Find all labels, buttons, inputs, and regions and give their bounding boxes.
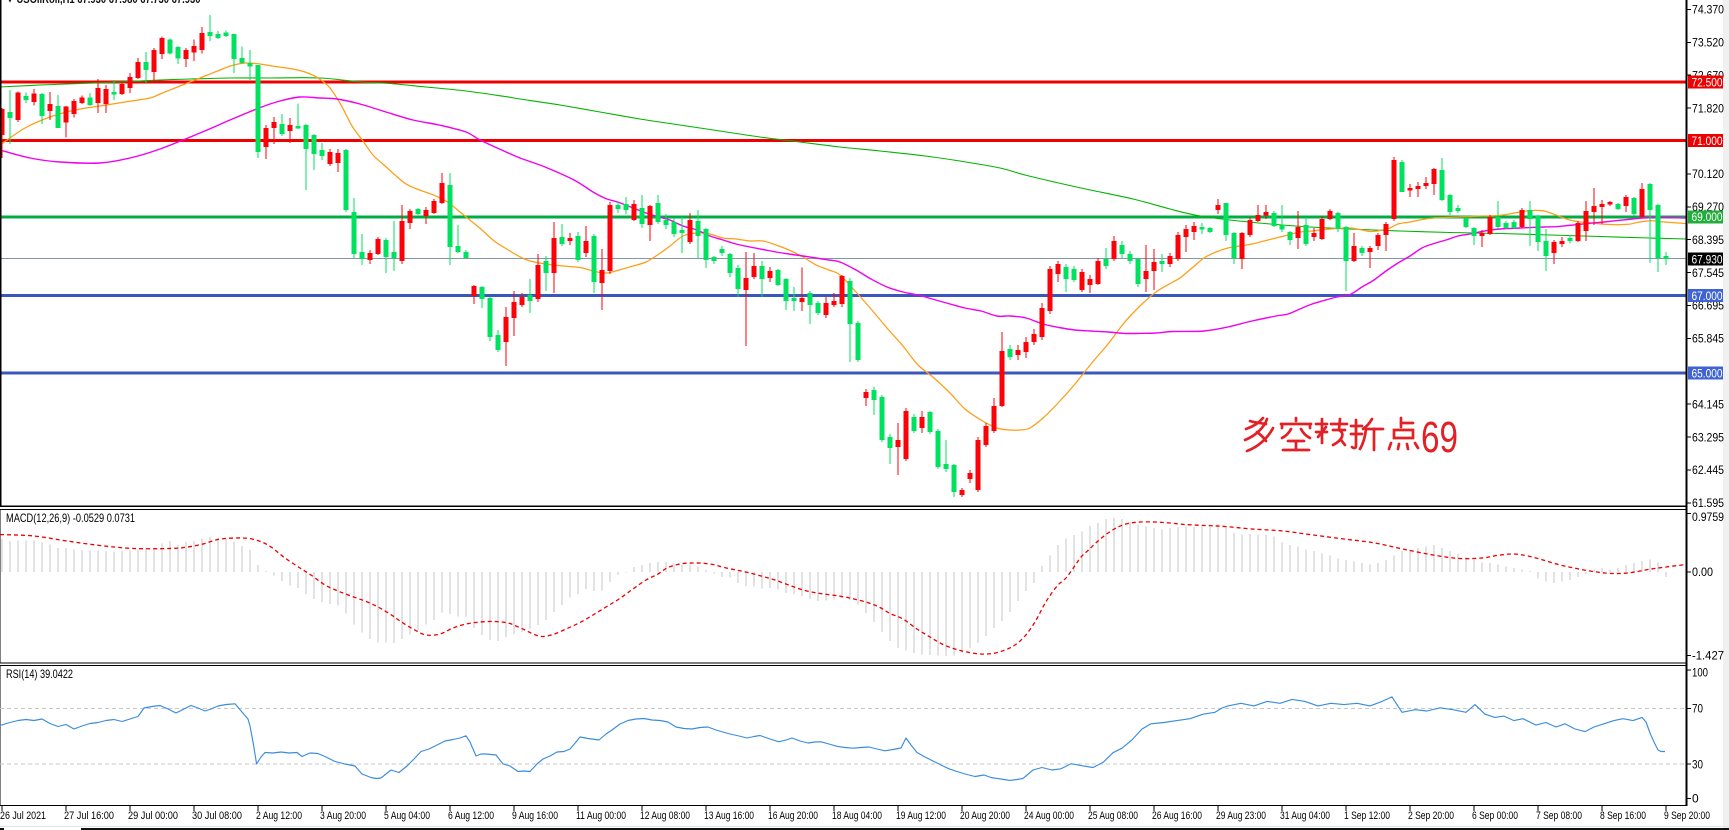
svg-text:12 Aug 08:00: 12 Aug 08:00	[640, 810, 690, 822]
svg-text:74.370: 74.370	[1692, 3, 1724, 17]
svg-text:61.595: 61.595	[1692, 496, 1724, 510]
svg-text:69.000: 69.000	[1692, 210, 1723, 224]
svg-text:69: 69	[1421, 413, 1458, 462]
svg-text:25 Aug 08:00: 25 Aug 08:00	[1088, 810, 1138, 822]
svg-text:0.00: 0.00	[1692, 565, 1713, 579]
svg-text:62.445: 62.445	[1692, 463, 1724, 477]
svg-text:MACD(12,26,9) -0.0529 0.0731: MACD(12,26,9) -0.0529 0.0731	[6, 511, 135, 525]
svg-text:9 Sep 20:00: 9 Sep 20:00	[1664, 810, 1710, 822]
svg-text:5 Aug 04:00: 5 Aug 04:00	[384, 810, 430, 822]
svg-text:13 Aug 16:00: 13 Aug 16:00	[704, 810, 754, 822]
svg-text:9 Aug 16:00: 9 Aug 16:00	[512, 810, 558, 822]
svg-text:6 Sep 00:00: 6 Sep 00:00	[1472, 810, 1518, 822]
svg-text:100: 100	[1692, 666, 1708, 680]
svg-text:▼: ▼	[5, 0, 15, 6]
svg-text:-1.427: -1.427	[1692, 649, 1724, 663]
svg-text:64.145: 64.145	[1692, 397, 1724, 411]
svg-text:1 Sep 12:00: 1 Sep 12:00	[1344, 810, 1390, 822]
svg-text:2 Sep 20:00: 2 Sep 20:00	[1408, 810, 1454, 822]
svg-text:66.695: 66.695	[1692, 299, 1724, 313]
svg-text:26 Jul 2021: 26 Jul 2021	[0, 810, 46, 822]
svg-text:68.395: 68.395	[1692, 233, 1724, 247]
svg-text:29 Aug 23:00: 29 Aug 23:00	[1216, 810, 1266, 822]
svg-text:11 Aug 00:00: 11 Aug 00:00	[576, 810, 626, 822]
svg-text:73.520: 73.520	[1692, 36, 1724, 50]
svg-text:24 Aug 00:00: 24 Aug 00:00	[1024, 810, 1074, 822]
svg-text:63.295: 63.295	[1692, 430, 1724, 444]
svg-text:18 Aug 04:00: 18 Aug 04:00	[832, 810, 882, 822]
svg-text:USOilRoll,H1 67.930 67.980 67.: USOilRoll,H1 67.930 67.980 67.730 67.930	[17, 0, 201, 6]
svg-text:30 Jul 08:00: 30 Jul 08:00	[192, 810, 242, 822]
svg-text:20 Aug 20:00: 20 Aug 20:00	[960, 810, 1010, 822]
svg-text:30: 30	[1692, 757, 1703, 771]
svg-text:70.120: 70.120	[1692, 167, 1724, 181]
svg-text:70: 70	[1692, 702, 1703, 716]
svg-text:26 Aug 16:00: 26 Aug 16:00	[1152, 810, 1202, 822]
svg-text:8 Sep 16:00: 8 Sep 16:00	[1600, 810, 1646, 822]
svg-text:31 Aug 04:00: 31 Aug 04:00	[1280, 810, 1330, 822]
svg-text:71.820: 71.820	[1692, 101, 1724, 115]
svg-text:67.545: 67.545	[1692, 266, 1724, 280]
svg-text:6 Aug 12:00: 6 Aug 12:00	[448, 810, 494, 822]
svg-text:2 Aug 12:00: 2 Aug 12:00	[256, 810, 302, 822]
svg-text:65.845: 65.845	[1692, 332, 1724, 346]
svg-text:RSI(14) 39.0422: RSI(14) 39.0422	[6, 667, 73, 681]
svg-text:0.9759: 0.9759	[1692, 510, 1724, 524]
svg-text:19 Aug 12:00: 19 Aug 12:00	[896, 810, 946, 822]
svg-text:0: 0	[1692, 792, 1699, 806]
svg-text:67.000: 67.000	[1692, 289, 1723, 303]
svg-text:27 Jul 16:00: 27 Jul 16:00	[64, 810, 114, 822]
svg-text:16 Aug 20:00: 16 Aug 20:00	[768, 810, 818, 822]
svg-text:3 Aug 20:00: 3 Aug 20:00	[320, 810, 366, 822]
svg-text:7 Sep 08:00: 7 Sep 08:00	[1536, 810, 1582, 822]
svg-text:67.930: 67.930	[1692, 252, 1723, 266]
svg-text:29 Jul 00:00: 29 Jul 00:00	[128, 810, 178, 822]
svg-text:71.000: 71.000	[1692, 134, 1723, 148]
svg-text:65.000: 65.000	[1692, 366, 1723, 380]
svg-text:72.500: 72.500	[1692, 75, 1723, 89]
